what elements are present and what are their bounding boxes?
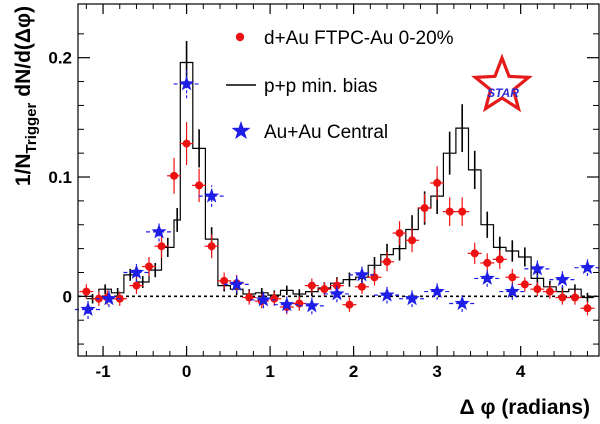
x-tick-label: -1	[95, 362, 110, 381]
axis-ticks: -1 0 1 2 3 4 0 0.1 0.2	[48, 4, 599, 381]
auau-stars-layer	[75, 69, 600, 320]
dau-point	[508, 273, 517, 282]
dau-point	[533, 285, 542, 294]
dau-point	[157, 242, 166, 251]
dau-point	[395, 229, 404, 238]
auau-point	[529, 260, 545, 276]
dau-point	[195, 181, 204, 190]
dau-point	[495, 255, 504, 264]
dau-point	[433, 178, 442, 187]
auau-point	[454, 295, 470, 310]
x-tick-label: 1	[265, 362, 274, 381]
x-tick-label: 4	[516, 362, 526, 381]
legend-entry-dau: d+Au FTPC-Au 0-20%	[235, 28, 454, 49]
auau-point	[404, 290, 420, 306]
dau-point	[182, 139, 191, 148]
plot-frame	[77, 3, 600, 357]
legend: d+Au FTPC-Au 0-20% p+p min. bias Au+Au C…	[226, 28, 454, 143]
dau-point	[144, 262, 153, 271]
legend-entry-auau: Au+Au Central	[231, 121, 388, 143]
dau-point	[320, 285, 329, 294]
dau-point	[545, 287, 554, 296]
y-tick-label: 0.1	[48, 168, 72, 187]
dau-point	[82, 287, 91, 296]
auau-point	[504, 283, 520, 299]
y-tick-label: 0.2	[48, 49, 72, 68]
dau-points-layer	[79, 122, 595, 316]
dau-point	[420, 204, 429, 213]
auau-point	[101, 290, 117, 306]
y-tick-label: 0	[63, 287, 72, 306]
auau-point	[128, 264, 145, 279]
dau-point	[345, 300, 354, 309]
auau-point	[229, 276, 245, 291]
dau-point	[458, 207, 467, 216]
y-axis-title-sub: Trigger	[23, 102, 40, 153]
star-logo: STAR	[471, 53, 533, 113]
auau-point	[379, 287, 395, 302]
auau-point	[354, 266, 370, 282]
dau-point	[132, 281, 141, 290]
auau-point	[429, 283, 445, 299]
dau-point	[207, 242, 216, 251]
y-axis-title-rest: dN/d(Δφ)	[12, 6, 35, 103]
x-tick-label: 2	[349, 362, 358, 381]
x-axis-title-unit: (radians)	[501, 396, 590, 419]
y-axis-title-main: 1/N	[12, 153, 35, 186]
star-logo-outline	[471, 53, 533, 113]
legend-label-dau: d+Au FTPC-Au 0-20%	[264, 28, 454, 49]
auau-point	[554, 271, 571, 287]
dau-point	[520, 280, 529, 289]
auau-point	[304, 297, 320, 313]
star-logo-text: STAR	[487, 86, 519, 100]
legend-label-pp: p+p min. bias	[264, 76, 378, 97]
dau-point	[383, 257, 392, 266]
auau-point	[279, 296, 295, 312]
dau-point	[408, 236, 417, 245]
dau-point	[470, 249, 479, 258]
dau-point	[307, 281, 316, 290]
auau-point	[80, 301, 96, 316]
auau-point	[178, 75, 195, 91]
x-axis-title-main: Δ φ	[460, 396, 496, 419]
dau-point	[445, 207, 454, 216]
auau-point	[204, 188, 220, 203]
legend-marker-dau	[235, 32, 245, 42]
legend-label-auau: Au+Au Central	[264, 122, 388, 143]
dau-point	[220, 276, 229, 285]
dau-point	[558, 293, 567, 302]
auau-point	[151, 223, 167, 239]
dau-point	[483, 258, 492, 267]
dau-point	[583, 304, 592, 313]
dau-point	[170, 171, 179, 180]
auau-point	[579, 259, 596, 275]
legend-entry-pp: p+p min. bias	[226, 76, 378, 97]
dau-point	[270, 294, 279, 303]
y-axis-title: 1/NTrigger dN/d(Δφ)	[12, 6, 40, 186]
x-tick-label: 0	[182, 362, 191, 381]
dau-point	[357, 282, 366, 291]
auau-point	[479, 270, 495, 285]
x-axis-title: Δ φ (radians)	[460, 396, 590, 419]
auau-point	[255, 291, 272, 307]
dau-point	[570, 293, 579, 302]
auau-point	[329, 285, 345, 301]
legend-marker-auau	[231, 121, 251, 140]
x-tick-label: 3	[432, 362, 441, 381]
